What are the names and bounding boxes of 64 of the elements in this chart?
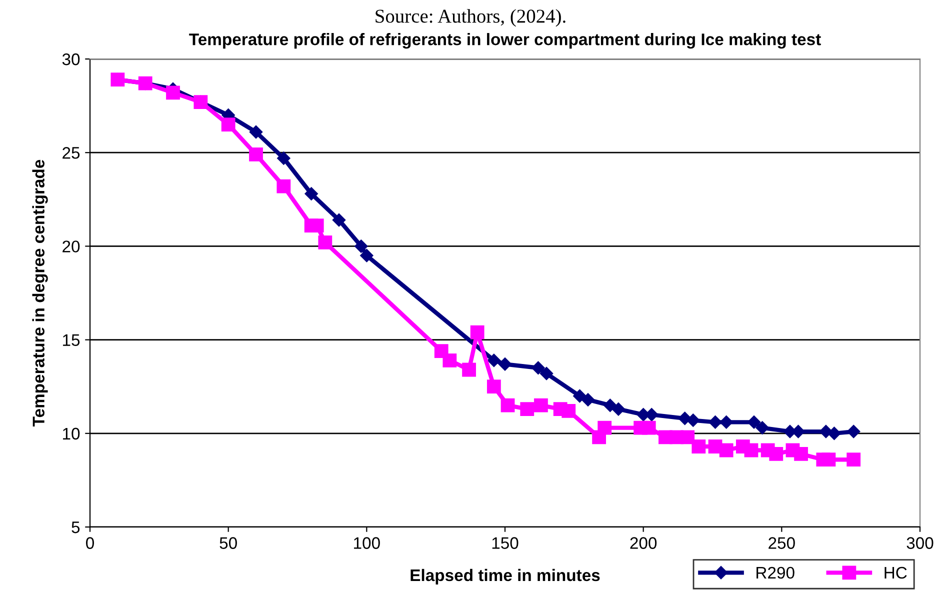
y-tick-label: 5 [72,522,80,534]
point [486,380,501,394]
x-tick-label: 300 [906,537,934,549]
point [470,325,484,340]
point [680,430,695,444]
source-note: Source: Authors, (2024). [376,9,566,27]
point [756,421,769,434]
point [581,393,595,406]
point [562,404,576,418]
point [462,362,476,377]
point [520,402,534,416]
point [847,424,860,438]
point [598,420,612,435]
point [719,443,734,458]
point [318,236,332,250]
y-tick-label: 20 [62,240,80,252]
point [573,389,586,403]
point [532,361,545,374]
point [487,354,501,367]
point [276,179,291,194]
point [612,402,626,416]
chart-title: Temperature profile of refrigerants in lower compartment during Ice making test [189,33,821,49]
point [166,86,180,100]
legend-label: R290 [756,566,794,579]
point [304,187,318,200]
x-tick-label: 250 [768,537,795,549]
legend-label: HC [884,566,907,579]
point [498,358,512,371]
y-tick-label: 25 [62,147,80,159]
x-tick-label: 50 [220,537,237,549]
point [828,426,841,440]
point [604,398,617,412]
x-tick-label: 100 [354,537,380,549]
point [794,447,808,461]
point [686,414,700,427]
point [310,218,324,233]
point [744,443,758,458]
point [249,125,263,139]
point [249,148,263,162]
y-tick-label: 15 [63,334,80,346]
point [534,398,548,412]
point [442,353,457,368]
x-tick-label: 200 [630,537,657,549]
point [642,420,656,435]
point [720,416,733,429]
point [354,240,368,253]
point [747,416,761,429]
point [500,398,515,412]
point [360,248,374,262]
x-tick-label: 0 [86,537,94,549]
point [846,452,861,467]
point [769,447,784,461]
point [708,416,722,429]
y-tick-label: 10 [63,428,80,440]
point [277,152,290,165]
x-tick-label: 150 [492,537,518,549]
y-tick-label: 30 [62,53,80,66]
point [540,366,554,380]
x-axis-title: Elapsed time in minutes [410,568,600,584]
point [221,118,236,132]
point [822,452,836,467]
point [692,440,706,454]
point [332,213,346,227]
y-axis-title: Temperature in degree centigrade [32,160,48,426]
